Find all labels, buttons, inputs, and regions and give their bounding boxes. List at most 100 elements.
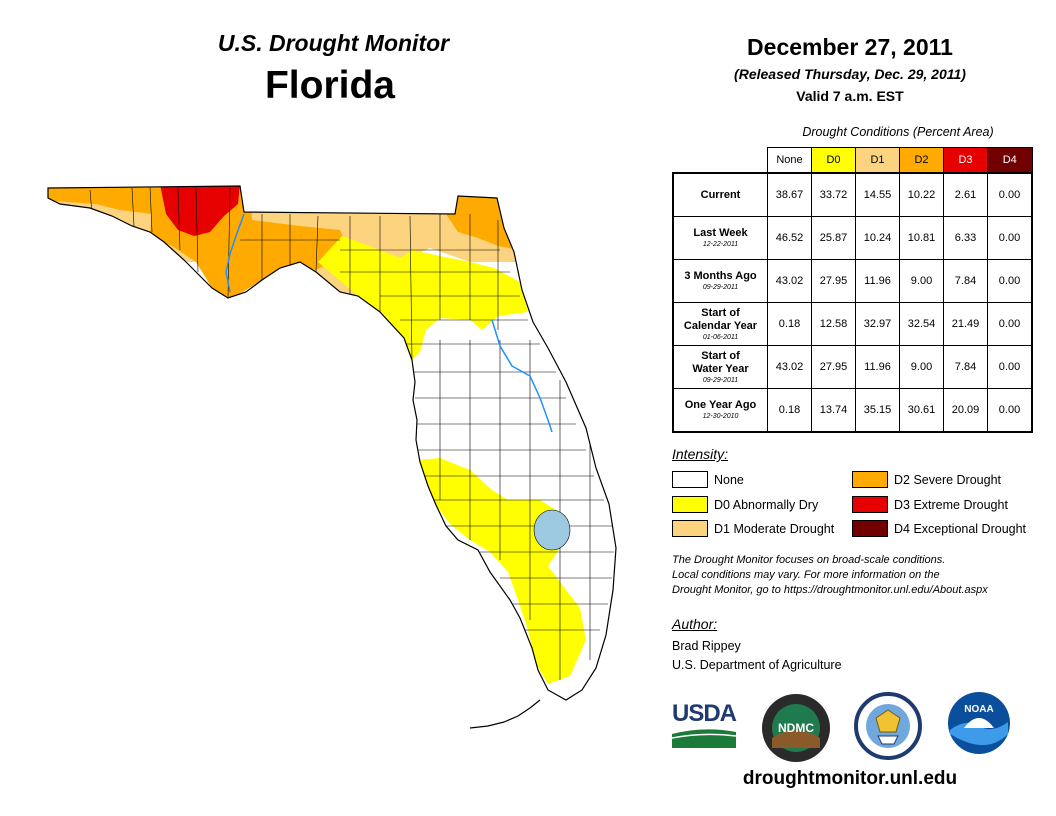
table-cell: 27.95 xyxy=(811,345,856,389)
col-d0: D0 xyxy=(811,147,856,174)
table-cell: 43.02 xyxy=(767,345,812,389)
county-boundaries xyxy=(89,186,614,680)
apalachicola-river xyxy=(225,213,245,293)
table-caption: Drought Conditions (Percent Area) xyxy=(802,125,994,139)
table-cell: 33.72 xyxy=(811,172,856,217)
lake-okeechobee xyxy=(533,509,571,551)
table-cell: 14.55 xyxy=(855,172,900,217)
table-cell: 11.96 xyxy=(855,259,900,303)
legend-item-d3: D3 Extreme Drought xyxy=(852,496,1008,513)
row-header: 3 Months Ago 09-29-2011 xyxy=(672,259,768,303)
commerce-seal-icon xyxy=(854,692,922,760)
author-org: U.S. Department of Agriculture xyxy=(672,658,842,672)
d3-region xyxy=(160,186,240,236)
monitor-note: The Drought Monitor focuses on broad-sca… xyxy=(672,554,988,596)
table-cell: 10.24 xyxy=(855,216,900,260)
legend-label: D3 Extreme Drought xyxy=(894,497,1008,512)
legend-swatch xyxy=(672,496,708,513)
usda-swoosh-icon xyxy=(671,729,737,748)
florida-drought-map xyxy=(47,185,617,729)
table-cell: 6.33 xyxy=(943,216,988,260)
table-cell: 30.61 xyxy=(899,388,944,433)
drought-conditions-table: None D0 D1 D2 D3 D4 Current 38.67 33.72 … xyxy=(672,147,1033,433)
ndmc-logo: NDMC xyxy=(762,694,830,762)
valid-time: Valid 7 a.m. EST xyxy=(796,88,904,104)
legend-label: D1 Moderate Drought xyxy=(714,521,835,536)
usda-logo: USDA xyxy=(671,700,737,748)
table-cell: 9.00 xyxy=(899,345,944,389)
legend-swatch xyxy=(852,496,888,513)
state-title: Florida xyxy=(264,64,395,107)
table-cell: 0.00 xyxy=(987,302,1033,346)
legend-swatch xyxy=(852,471,888,488)
map-date: December 27, 2011 xyxy=(747,34,953,60)
svg-text:NDMC: NDMC xyxy=(778,721,814,735)
table-cell: 7.84 xyxy=(943,345,988,389)
table-cell: 11.96 xyxy=(855,345,900,389)
table-cell: 20.09 xyxy=(943,388,988,433)
legend-swatch xyxy=(672,520,708,537)
col-d4: D4 xyxy=(987,147,1033,174)
legend-swatch xyxy=(852,520,888,537)
legend-item-none: None xyxy=(672,471,744,488)
row-header: One Year Ago 12-30-2010 xyxy=(672,388,768,433)
table-cell: 0.00 xyxy=(987,259,1033,303)
table-cell: 2.61 xyxy=(943,172,988,217)
legend-label: D0 Abnormally Dry xyxy=(714,497,819,512)
table-cell: 46.52 xyxy=(767,216,812,260)
legend-title: Intensity: xyxy=(672,446,729,462)
table-cell: 13.74 xyxy=(811,388,856,433)
table-cell: 0.00 xyxy=(987,216,1033,260)
col-none: None xyxy=(767,147,812,174)
table-row: Current 38.67 33.72 14.55 10.22 2.61 0.0… xyxy=(672,172,1033,217)
author-name: Brad Rippey xyxy=(672,639,741,653)
table-row: 3 Months Ago 09-29-2011 43.02 27.95 11.9… xyxy=(672,259,1033,303)
table-row: Last Week 12-22-2011 46.52 25.87 10.24 1… xyxy=(672,216,1033,260)
table-cell: 0.00 xyxy=(987,388,1033,433)
svg-text:NOAA: NOAA xyxy=(964,704,993,715)
table-cell: 32.54 xyxy=(899,302,944,346)
release-date: (Released Thursday, Dec. 29, 2011) xyxy=(734,66,966,82)
table-cell: 38.67 xyxy=(767,172,812,217)
table-cell: 32.97 xyxy=(855,302,900,346)
legend-label: D2 Severe Drought xyxy=(894,472,1002,487)
legend-item-d0: D0 Abnormally Dry xyxy=(672,496,818,513)
monitor-title: U.S. Drought Monitor xyxy=(217,30,450,56)
table-cell: 25.87 xyxy=(811,216,856,260)
table-cell: 9.00 xyxy=(899,259,944,303)
table-cell: 0.00 xyxy=(987,172,1033,217)
col-d3: D3 xyxy=(943,147,988,174)
table-row: Start of Calendar Year 01-06-2011 0.18 1… xyxy=(672,302,1033,346)
noaa-logo: NOAA xyxy=(948,692,1010,754)
table-cell: 10.81 xyxy=(899,216,944,260)
table-cell: 10.22 xyxy=(899,172,944,217)
legend-label: D4 Exceptional Drought xyxy=(894,521,1027,536)
legend-swatch xyxy=(672,471,708,488)
table-row: Start of Water Year 09-29-2011 43.02 27.… xyxy=(672,345,1033,389)
table-cell: 27.95 xyxy=(811,259,856,303)
row-header: Start of Water Year 09-29-2011 xyxy=(672,345,768,389)
legend-item-d2: D2 Severe Drought xyxy=(852,471,1001,488)
legend-item-d4: D4 Exceptional Drought xyxy=(852,520,1026,537)
author-heading: Author: xyxy=(672,616,718,632)
d0-region-north xyxy=(318,236,528,360)
row-header: Current xyxy=(672,172,768,217)
table-cell: 0.18 xyxy=(767,388,812,433)
table-cell: 12.58 xyxy=(811,302,856,346)
legend-label: None xyxy=(714,472,744,487)
table-cell: 21.49 xyxy=(943,302,988,346)
row-header: Start of Calendar Year 01-06-2011 xyxy=(672,302,768,346)
col-d2: D2 xyxy=(899,147,944,174)
author-block: Brad Rippey U.S. Department of Agricultu… xyxy=(672,637,842,675)
legend-item-d1: D1 Moderate Drought xyxy=(672,520,834,537)
table-cell: 0.18 xyxy=(767,302,812,346)
website-url[interactable]: droughtmonitor.unl.edu xyxy=(742,768,958,789)
d2-region-panhandle xyxy=(48,186,350,300)
table-cell: 0.00 xyxy=(987,345,1033,389)
col-d1: D1 xyxy=(855,147,900,174)
table-cell: 43.02 xyxy=(767,259,812,303)
florida-keys xyxy=(469,699,541,729)
row-header: Last Week 12-22-2011 xyxy=(672,216,768,260)
table-cell: 35.15 xyxy=(855,388,900,433)
table-row: One Year Ago 12-30-2010 0.18 13.74 35.15… xyxy=(672,388,1033,433)
